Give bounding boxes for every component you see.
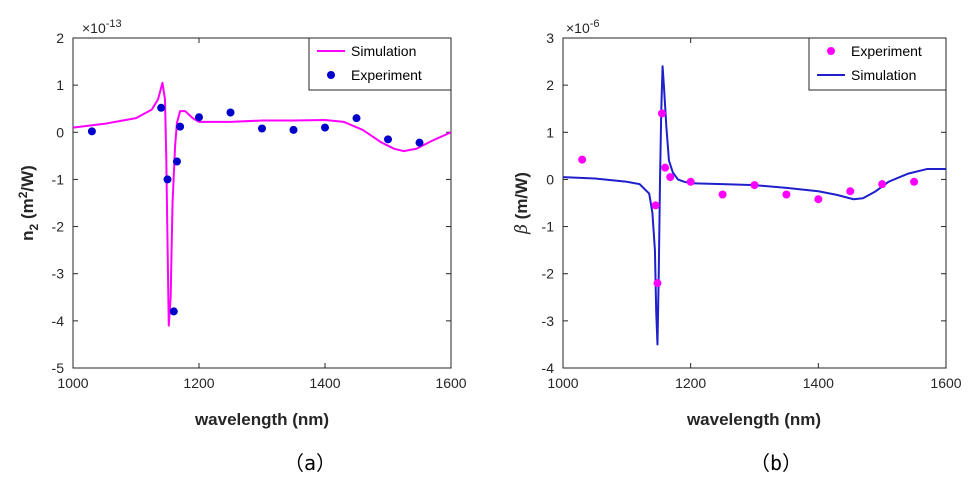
legend-label: Experiment xyxy=(351,67,422,83)
legend-swatch-marker xyxy=(827,47,835,55)
data-point-experiment xyxy=(172,157,181,166)
legend-label: Experiment xyxy=(851,43,922,59)
x-tick-label: 1600 xyxy=(930,375,961,391)
data-point-experiment xyxy=(666,173,675,182)
legend-label: Simulation xyxy=(851,67,916,83)
legend: Simulation Experiment xyxy=(308,37,452,91)
y-tick-label: -4 xyxy=(52,313,65,329)
data-point-experiment xyxy=(163,175,172,184)
x-tick-label: 1400 xyxy=(803,375,834,391)
data-point-experiment xyxy=(651,201,660,210)
x-tick-label: 1600 xyxy=(435,375,466,391)
data-point-experiment xyxy=(195,113,203,122)
data-point-experiment xyxy=(661,163,670,172)
y-tick-label: -3 xyxy=(542,313,555,329)
x-tick-label: 1000 xyxy=(547,375,578,391)
chart-b: 1000 1200 1400 1600 3 2 1 0 -1 -2 -3 -4 ×10-6 wavelen… xyxy=(512,18,962,475)
y-multiplier-base: ×10 xyxy=(566,20,590,36)
data-point-experiment xyxy=(157,103,166,112)
plot-area-box xyxy=(72,37,452,369)
data-point-experiment xyxy=(782,190,791,199)
data-point-experiment xyxy=(415,138,424,147)
series-line-simulation xyxy=(563,65,946,346)
data-point-experiment xyxy=(718,190,727,199)
data-point-experiment xyxy=(814,195,823,204)
y-tick-label: 2 xyxy=(546,77,554,93)
data-point-experiment xyxy=(258,124,266,133)
y-multiplier-exponent: -6 xyxy=(590,18,600,30)
chart-a: 1000 1200 1400 1600 2 1 0 -1 -2 -3 -4 -5 ×10-13 wavel… xyxy=(16,18,467,475)
data-point-experiment xyxy=(686,177,695,186)
data-point-experiment xyxy=(846,187,855,196)
y-tick-label: -1 xyxy=(52,171,65,187)
x-tick-label: 1200 xyxy=(183,375,214,391)
x-tick-label: 1200 xyxy=(675,375,706,391)
data-point-experiment xyxy=(176,122,185,131)
legend-box xyxy=(808,37,947,91)
data-point-experiment xyxy=(321,123,329,132)
data-point-experiment xyxy=(226,108,235,117)
figure-caption: （b） xyxy=(750,451,802,475)
y-tick-label: 2 xyxy=(56,30,64,46)
y-tick-label: -2 xyxy=(542,266,555,282)
x-tick-label: 1400 xyxy=(309,375,340,391)
series-line-simulation xyxy=(73,81,451,327)
y-tick-label: -2 xyxy=(52,219,65,235)
data-point-experiment xyxy=(878,180,887,189)
y-tick-label: -4 xyxy=(542,360,555,376)
plot-series xyxy=(563,65,946,346)
data-point-experiment xyxy=(169,307,178,316)
legend-box xyxy=(308,37,452,91)
plot-series xyxy=(73,81,451,327)
y-tick-label: 3 xyxy=(546,30,554,46)
legend-swatch-marker xyxy=(327,71,335,79)
x-tick-label: 1000 xyxy=(57,375,88,391)
y-axis-label: β (m/W) xyxy=(512,172,532,235)
data-point-experiment xyxy=(750,181,759,190)
y-tick-label: 0 xyxy=(56,124,64,140)
data-point-experiment xyxy=(657,109,666,118)
y-multiplier: ×10-13 xyxy=(82,18,122,36)
y-tick-label: 1 xyxy=(56,77,64,93)
legend-label: Simulation xyxy=(351,43,416,59)
figure-caption: （a） xyxy=(284,451,336,475)
y-tick-label: 0 xyxy=(546,171,554,187)
x-axis-label: wavelength (nm) xyxy=(194,410,329,429)
y-tick-label: 1 xyxy=(546,124,554,140)
data-point-experiment xyxy=(578,155,587,164)
y-tick-label: -5 xyxy=(52,360,65,376)
data-point-experiment xyxy=(384,135,392,144)
data-point-experiment xyxy=(87,127,96,136)
x-axis-label: wavelength (nm) xyxy=(686,410,821,429)
data-point-experiment xyxy=(653,279,662,288)
legend: Experiment Simulation xyxy=(808,37,947,91)
data-point-experiment xyxy=(910,177,919,186)
y-axis-label: n2 (m2/W) xyxy=(16,165,41,241)
y-multiplier: ×10-6 xyxy=(566,18,600,36)
data-point-experiment xyxy=(289,125,298,134)
y-multiplier-base: ×10 xyxy=(82,20,106,36)
y-multiplier-exponent: -13 xyxy=(106,18,122,30)
plot-area-box xyxy=(562,37,947,369)
y-tick-label: -3 xyxy=(52,266,65,282)
y-tick-label: -1 xyxy=(542,219,555,235)
data-point-experiment xyxy=(352,114,361,123)
